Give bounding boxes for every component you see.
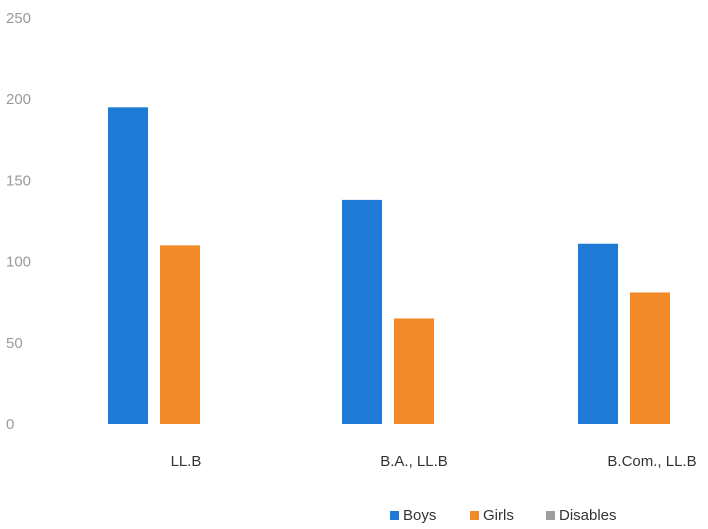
- legend-swatch-boys: [390, 511, 399, 520]
- legend: Boys Girls Disables: [390, 507, 617, 524]
- bar-girls-2: [630, 292, 670, 424]
- x-category-label: B.A., LL.B: [380, 453, 448, 470]
- bar-boys-2: [578, 243, 618, 424]
- bar-girls-1: [394, 318, 434, 424]
- bar-girls-0: [160, 245, 200, 424]
- y-tick-label: 100: [6, 254, 31, 271]
- y-tick-label: 200: [6, 91, 31, 108]
- legend-swatch-disables: [546, 511, 555, 520]
- bars: [108, 107, 670, 424]
- y-tick-label: 250: [6, 10, 31, 27]
- x-category-label: B.Com., LL.B: [607, 453, 696, 470]
- y-axis: 0 50 100 150 200 250: [6, 10, 31, 433]
- bar-boys-1: [342, 199, 382, 424]
- y-tick-label: 150: [6, 172, 31, 189]
- y-tick-label: 0: [6, 416, 14, 433]
- legend-swatch-girls: [470, 511, 479, 520]
- bar-boys-0: [108, 107, 148, 424]
- legend-label-girls: Girls: [483, 507, 514, 524]
- legend-label-boys: Boys: [403, 507, 436, 524]
- x-axis: LL.B B.A., LL.B B.Com., LL.B: [171, 453, 697, 470]
- y-tick-label: 50: [6, 335, 23, 352]
- x-category-label: LL.B: [171, 453, 202, 470]
- legend-label-disables: Disables: [559, 507, 617, 524]
